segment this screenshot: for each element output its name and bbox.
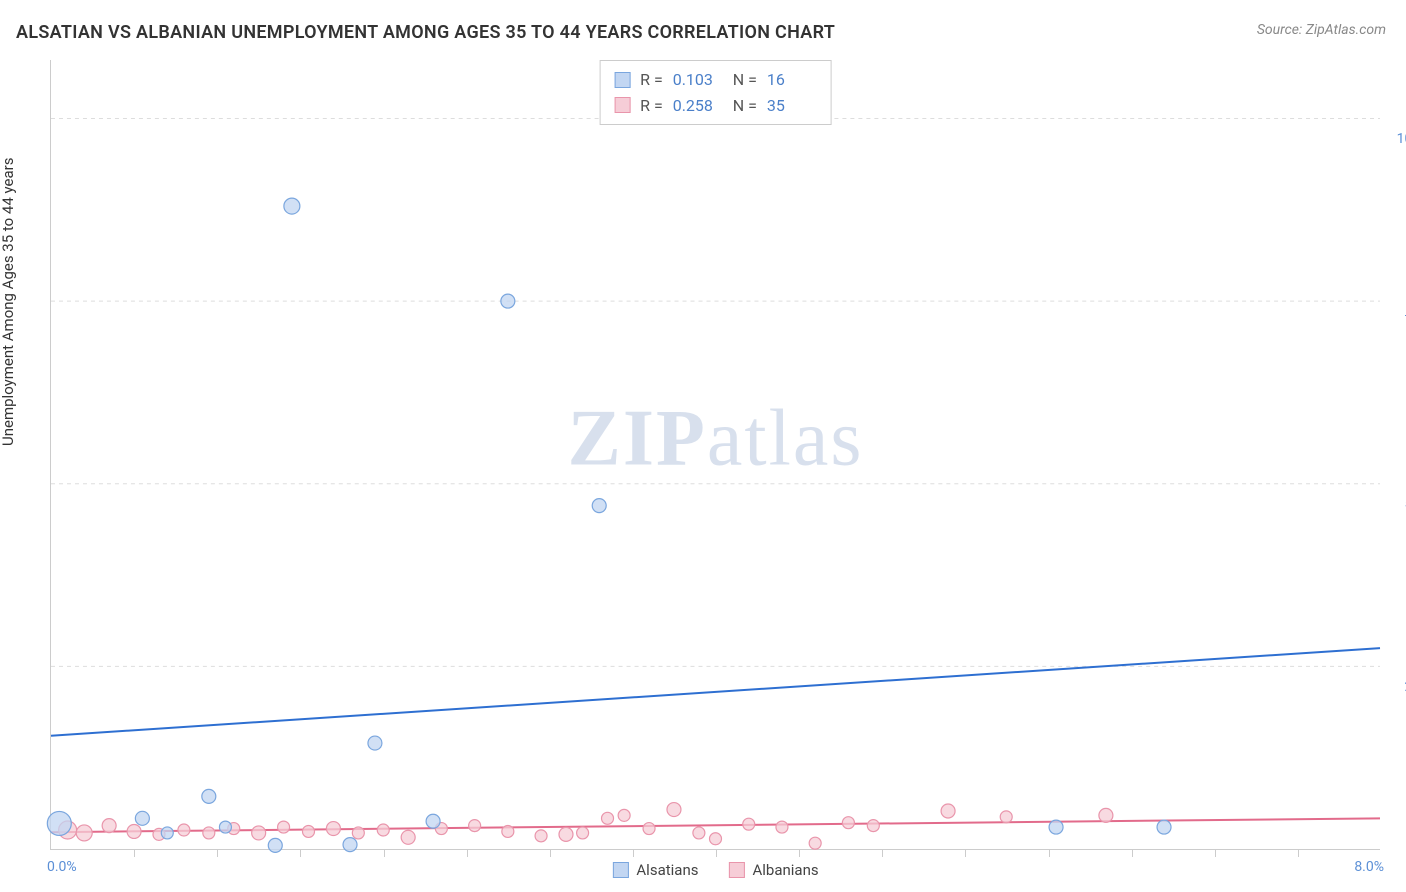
- n-label: N =: [733, 93, 757, 119]
- x-tick: [965, 849, 966, 857]
- point-alsatians: [501, 294, 515, 308]
- point-albanians: [577, 827, 589, 839]
- legend-swatch-albanians: [728, 862, 744, 878]
- point-albanians: [710, 833, 722, 845]
- x-tick: [1049, 849, 1050, 857]
- point-alsatians: [284, 198, 300, 214]
- n-value-albanians: 35: [767, 93, 817, 119]
- x-tick: [882, 849, 883, 857]
- point-alsatians: [1157, 820, 1171, 834]
- y-axis-title: Unemployment Among Ages 35 to 44 years: [0, 158, 17, 446]
- r-value-alsatians: 0.103: [673, 67, 723, 93]
- point-albanians: [559, 827, 573, 841]
- point-albanians: [743, 818, 755, 830]
- x-tick: [134, 849, 135, 857]
- point-albanians: [502, 825, 514, 837]
- point-albanians: [352, 827, 364, 839]
- x-tick: [1132, 849, 1133, 857]
- point-alsatians: [219, 821, 231, 833]
- point-albanians: [326, 822, 340, 836]
- legend-label-alsatians: Alsatians: [636, 861, 698, 879]
- x-tick: [1215, 849, 1216, 857]
- source-label: Source: ZipAtlas.com: [1257, 22, 1386, 38]
- point-albanians: [252, 826, 266, 840]
- gridlines: [51, 118, 1380, 666]
- point-alsatians: [268, 838, 282, 852]
- x-tick: [633, 849, 634, 857]
- stats-box: R = 0.103 N = 16 R = 0.258 N = 35: [599, 60, 832, 125]
- legend-item-albanians: Albanians: [728, 861, 818, 879]
- point-albanians: [1000, 811, 1012, 823]
- point-albanians: [278, 821, 290, 833]
- point-albanians: [1099, 808, 1113, 822]
- point-albanians: [941, 804, 955, 818]
- point-albanians: [401, 830, 415, 844]
- point-albanians: [693, 827, 705, 839]
- point-albanians: [842, 817, 854, 829]
- point-albanians: [535, 830, 547, 842]
- point-alsatians: [135, 811, 149, 825]
- point-alsatians: [1049, 820, 1063, 834]
- x-tick: [550, 849, 551, 857]
- point-alsatians: [592, 499, 606, 513]
- point-albanians: [867, 820, 879, 832]
- point-alsatians: [426, 814, 440, 828]
- legend-item-alsatians: Alsatians: [612, 861, 698, 879]
- point-albanians: [302, 825, 314, 837]
- point-albanians: [602, 812, 614, 824]
- r-value-albanians: 0.258: [673, 93, 723, 119]
- x-tick: [1298, 849, 1299, 857]
- scatter-points: [47, 198, 1171, 852]
- n-value-alsatians: 16: [767, 67, 817, 93]
- legend-swatch-alsatians: [612, 862, 628, 878]
- point-alsatians: [202, 789, 216, 803]
- plot-area: ZIPatlas 25.0%50.0%75.0%100.0% 0.0% 8.0%…: [50, 60, 1380, 850]
- point-albanians: [809, 837, 821, 849]
- point-albanians: [469, 820, 481, 832]
- point-albanians: [776, 821, 788, 833]
- trend-line-alsatians: [51, 648, 1380, 736]
- x-tick: [716, 849, 717, 857]
- r-label: R =: [640, 93, 663, 119]
- x-tick: [217, 849, 218, 857]
- stats-row-albanians: R = 0.258 N = 35: [614, 93, 817, 119]
- x-axis-min-label: 0.0%: [47, 859, 77, 875]
- r-label: R =: [640, 67, 663, 93]
- swatch-alsatians: [614, 72, 630, 88]
- point-albanians: [377, 824, 389, 836]
- plot-svg: [51, 60, 1380, 849]
- y-tick-label: 100.0%: [1397, 131, 1406, 147]
- x-tick: [467, 849, 468, 857]
- chart-title: ALSATIAN VS ALBANIAN UNEMPLOYMENT AMONG …: [16, 22, 835, 43]
- point-alsatians: [343, 838, 357, 852]
- trend-line-albanians: [51, 818, 1380, 832]
- legend-label-albanians: Albanians: [752, 861, 818, 879]
- swatch-albanians: [614, 97, 630, 113]
- x-tick: [384, 849, 385, 857]
- bottom-legend: Alsatians Albanians: [612, 861, 818, 879]
- trend-lines: [51, 648, 1380, 832]
- stats-row-alsatians: R = 0.103 N = 16: [614, 67, 817, 93]
- point-albanians: [618, 809, 630, 821]
- x-tick: [799, 849, 800, 857]
- point-albanians: [102, 819, 116, 833]
- point-alsatians: [161, 827, 173, 839]
- point-albanians: [643, 823, 655, 835]
- point-alsatians: [368, 736, 382, 750]
- point-albanians: [203, 827, 215, 839]
- point-albanians: [76, 825, 92, 841]
- point-alsatians: [47, 811, 71, 835]
- n-label: N =: [733, 67, 757, 93]
- point-albanians: [127, 824, 141, 838]
- point-albanians: [178, 824, 190, 836]
- x-axis-max-label: 8.0%: [1354, 859, 1384, 875]
- x-tick: [300, 849, 301, 857]
- point-albanians: [667, 803, 681, 817]
